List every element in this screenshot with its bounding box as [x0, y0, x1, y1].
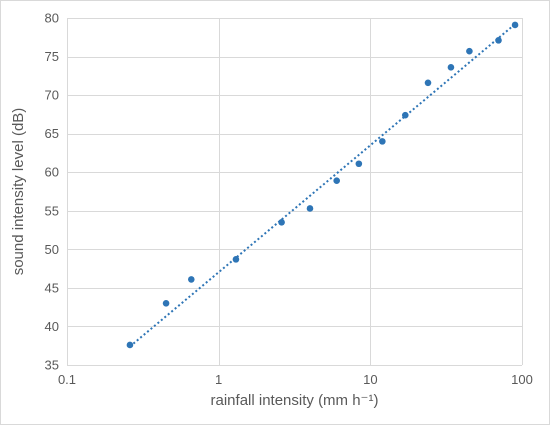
x-tick-labels: 0.1 1 10 100 — [58, 372, 533, 387]
data-point — [306, 205, 314, 212]
data-point — [447, 64, 455, 71]
y-tick-label: 70 — [45, 88, 59, 103]
data-point — [424, 79, 432, 87]
y-tick-label: 60 — [45, 165, 59, 180]
y-tick-label: 35 — [45, 358, 59, 373]
y-tick-label: 50 — [45, 242, 59, 257]
data-point — [495, 37, 502, 44]
data-point — [232, 256, 240, 263]
data-point — [187, 276, 195, 283]
data-point — [126, 341, 134, 349]
trendline-layer — [129, 23, 516, 348]
y-tick-label: 55 — [45, 203, 59, 218]
data-point — [333, 177, 340, 185]
y-tick-label: 40 — [45, 319, 59, 334]
x-axis-title: rainfall intensity (mm h⁻¹) — [211, 392, 379, 409]
data-point — [162, 300, 170, 307]
grid-lines — [67, 18, 523, 366]
data-point — [466, 47, 473, 55]
x-tick-label: 100 — [511, 372, 533, 387]
data-point — [511, 21, 519, 29]
trendline — [129, 23, 516, 348]
y-tick-label: 45 — [45, 280, 59, 295]
y-axis-title: sound intensity level (dB) — [10, 108, 27, 276]
data-point — [379, 138, 386, 145]
y-tick-label: 75 — [45, 49, 59, 64]
y-tick-labels: 35 40 45 50 55 60 65 70 75 80 — [45, 11, 59, 373]
y-tick-label: 80 — [45, 11, 59, 26]
data-point — [355, 160, 363, 168]
x-tick-label: 1 — [215, 372, 222, 387]
y-tick-label: 65 — [45, 126, 59, 141]
data-point — [278, 219, 285, 226]
data-points — [126, 21, 519, 349]
x-tick-label: 0.1 — [58, 372, 76, 387]
x-tick-label: 10 — [363, 372, 377, 387]
data-point — [401, 111, 409, 119]
